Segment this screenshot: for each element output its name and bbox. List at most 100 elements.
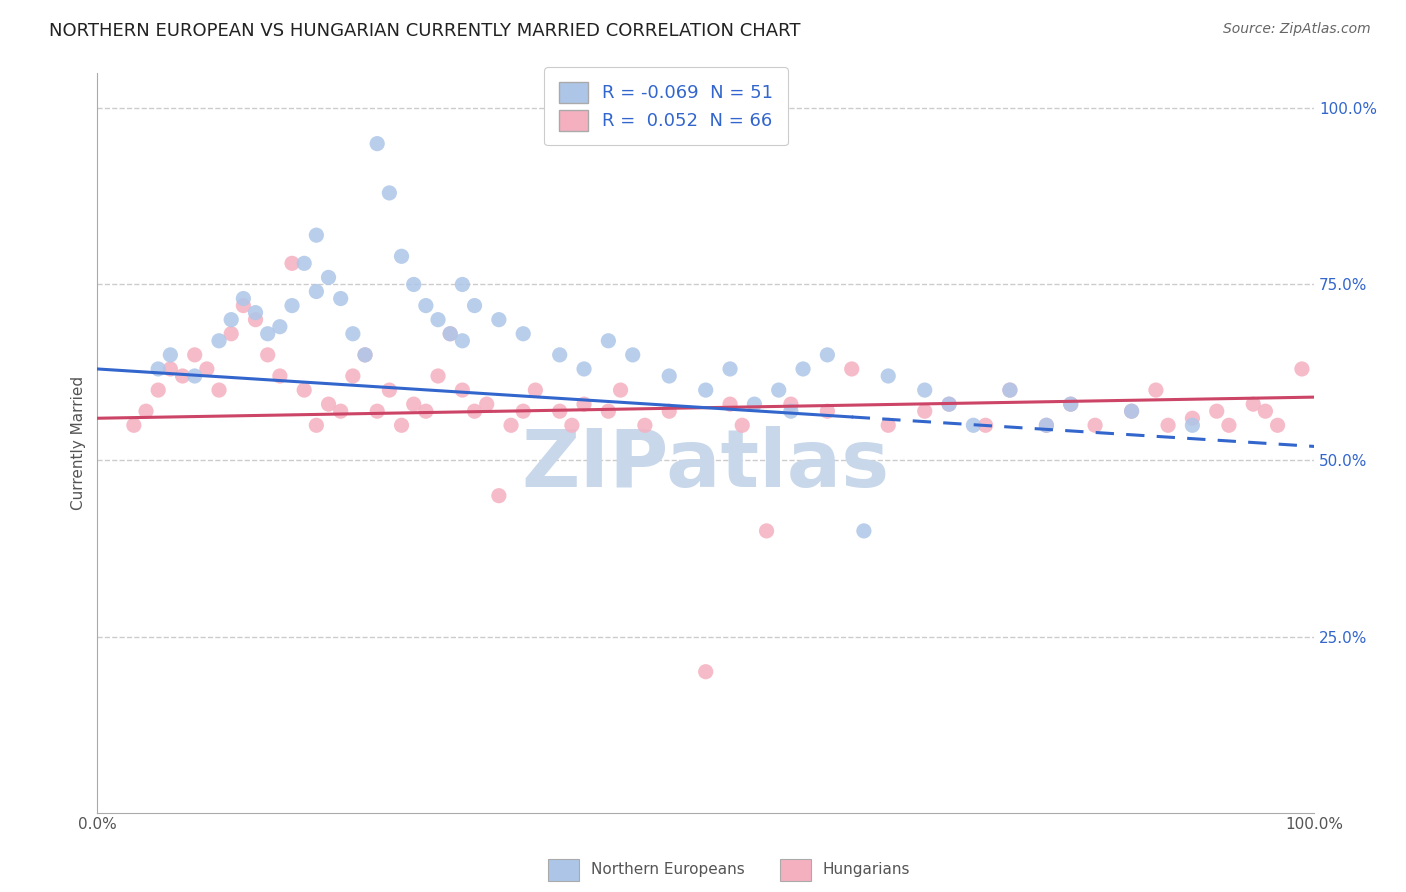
Point bbox=[1157, 418, 1180, 433]
Point bbox=[731, 418, 754, 433]
Point bbox=[695, 665, 717, 679]
Point bbox=[524, 383, 547, 397]
Point bbox=[256, 326, 278, 341]
Point bbox=[1267, 418, 1289, 433]
Text: ZIPatlas: ZIPatlas bbox=[522, 426, 890, 504]
Point bbox=[342, 326, 364, 341]
Point bbox=[281, 299, 304, 313]
Text: Hungarians: Hungarians bbox=[823, 863, 910, 877]
Point bbox=[1035, 418, 1057, 433]
Point bbox=[1121, 404, 1143, 418]
Point bbox=[329, 404, 352, 418]
Point bbox=[572, 397, 595, 411]
Point bbox=[281, 256, 304, 270]
Point bbox=[245, 305, 267, 319]
Point bbox=[877, 369, 900, 384]
Point bbox=[269, 369, 291, 384]
Point bbox=[329, 292, 352, 306]
Point bbox=[451, 277, 474, 292]
Y-axis label: Currently Married: Currently Married bbox=[72, 376, 86, 510]
Point bbox=[718, 362, 741, 376]
Point bbox=[914, 383, 936, 397]
Point bbox=[1205, 404, 1227, 418]
Point bbox=[245, 312, 267, 326]
Point bbox=[475, 397, 498, 411]
Point bbox=[342, 369, 364, 384]
Point bbox=[609, 383, 631, 397]
Text: NORTHERN EUROPEAN VS HUNGARIAN CURRENTLY MARRIED CORRELATION CHART: NORTHERN EUROPEAN VS HUNGARIAN CURRENTLY… bbox=[49, 22, 800, 40]
Point bbox=[159, 348, 181, 362]
Point bbox=[877, 418, 900, 433]
Point bbox=[852, 524, 875, 538]
Point bbox=[1035, 418, 1057, 433]
Point bbox=[755, 524, 778, 538]
Point bbox=[451, 334, 474, 348]
Point bbox=[1084, 418, 1107, 433]
Point bbox=[366, 136, 388, 151]
Point bbox=[1144, 383, 1167, 397]
Point bbox=[292, 256, 315, 270]
Point bbox=[744, 397, 766, 411]
Point bbox=[159, 362, 181, 376]
Point bbox=[780, 404, 803, 418]
Point bbox=[962, 418, 984, 433]
Point bbox=[695, 383, 717, 397]
Point bbox=[998, 383, 1021, 397]
Point bbox=[1060, 397, 1083, 411]
Point bbox=[208, 334, 231, 348]
Point bbox=[305, 418, 328, 433]
Point bbox=[1121, 404, 1143, 418]
Point bbox=[1060, 397, 1083, 411]
Point bbox=[292, 383, 315, 397]
Point bbox=[780, 397, 803, 411]
Point bbox=[256, 348, 278, 362]
Point bbox=[938, 397, 960, 411]
Text: Northern Europeans: Northern Europeans bbox=[591, 863, 744, 877]
Point bbox=[815, 404, 838, 418]
Point bbox=[391, 418, 413, 433]
Point bbox=[122, 418, 145, 433]
Point bbox=[914, 404, 936, 418]
Point bbox=[195, 362, 218, 376]
Point bbox=[792, 362, 814, 376]
Point bbox=[269, 319, 291, 334]
Point bbox=[219, 326, 242, 341]
Point bbox=[366, 404, 388, 418]
Point bbox=[183, 369, 205, 384]
Text: Source: ZipAtlas.com: Source: ZipAtlas.com bbox=[1223, 22, 1371, 37]
Point bbox=[354, 348, 377, 362]
Point bbox=[718, 397, 741, 411]
Point bbox=[402, 277, 425, 292]
Point bbox=[464, 299, 486, 313]
Point bbox=[148, 362, 170, 376]
Point bbox=[499, 418, 522, 433]
Point bbox=[378, 186, 401, 200]
Point bbox=[183, 348, 205, 362]
Point bbox=[427, 369, 450, 384]
Point bbox=[354, 348, 377, 362]
Point bbox=[135, 404, 157, 418]
Point bbox=[548, 348, 571, 362]
Point bbox=[974, 418, 997, 433]
Point bbox=[1181, 418, 1204, 433]
Point bbox=[634, 418, 657, 433]
Point bbox=[1181, 411, 1204, 425]
Point bbox=[1218, 418, 1240, 433]
Point bbox=[415, 404, 437, 418]
Point bbox=[464, 404, 486, 418]
Point bbox=[998, 383, 1021, 397]
Point bbox=[415, 299, 437, 313]
Point bbox=[148, 383, 170, 397]
Point bbox=[572, 362, 595, 376]
Point bbox=[548, 404, 571, 418]
Point bbox=[1254, 404, 1277, 418]
Point bbox=[451, 383, 474, 397]
Point bbox=[841, 362, 863, 376]
Point bbox=[598, 334, 620, 348]
Point bbox=[815, 348, 838, 362]
Point bbox=[232, 292, 254, 306]
Point bbox=[658, 404, 681, 418]
Point bbox=[512, 326, 534, 341]
Point bbox=[378, 383, 401, 397]
Point bbox=[305, 285, 328, 299]
